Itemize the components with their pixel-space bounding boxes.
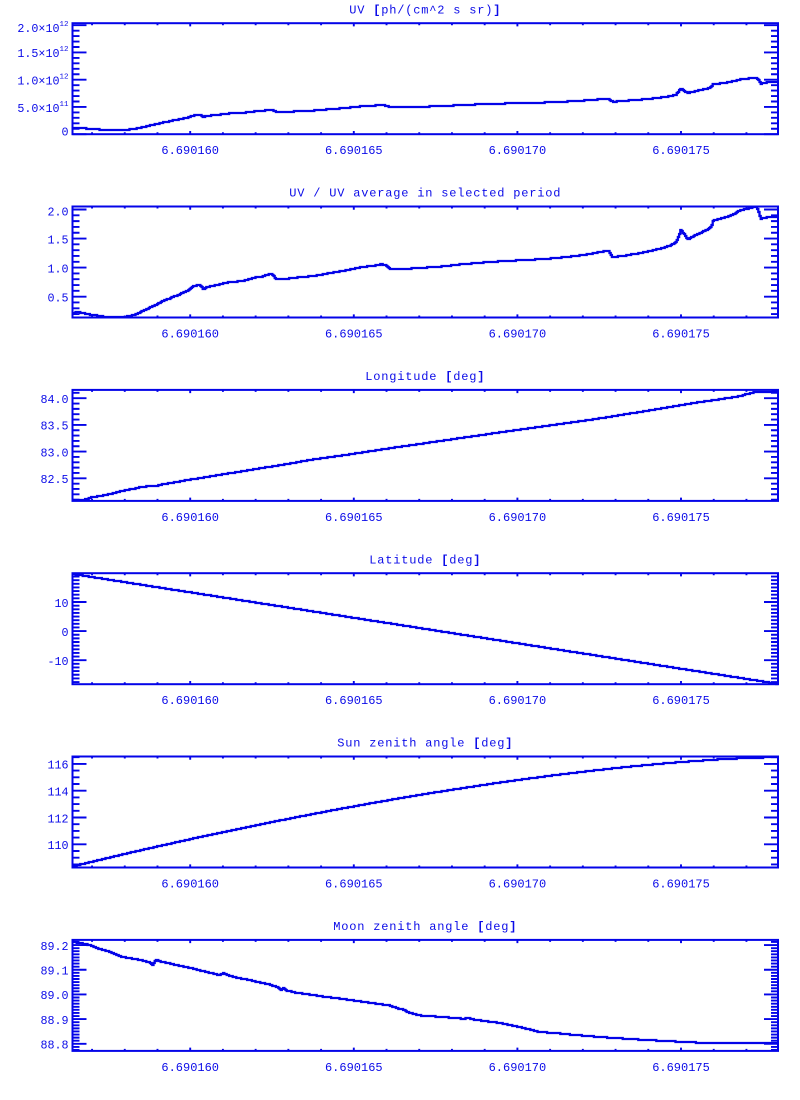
- svg-text:83.0: 83.0: [40, 446, 68, 460]
- svg-text:6.690170: 6.690170: [489, 878, 547, 892]
- svg-text:114: 114: [47, 786, 68, 800]
- svg-text:84.0: 84.0: [40, 393, 68, 407]
- svg-text:UV [ph/(cm^2 s sr)]: UV [ph/(cm^2 s sr)]: [349, 3, 501, 17]
- svg-text:0.5: 0.5: [47, 291, 68, 305]
- svg-text:6.690160: 6.690160: [161, 694, 219, 708]
- svg-text:89.2: 89.2: [40, 940, 68, 954]
- svg-text:1.0: 1.0: [47, 262, 68, 276]
- svg-text:Longitude [deg]: Longitude [deg]: [365, 370, 485, 384]
- svg-text:6.690175: 6.690175: [652, 694, 710, 708]
- svg-text:82.5: 82.5: [40, 473, 68, 487]
- svg-text:Latitude [deg]: Latitude [deg]: [369, 553, 481, 567]
- svg-text:2.0×1012: 2.0×1012: [17, 21, 68, 36]
- svg-text:6.690175: 6.690175: [652, 328, 710, 342]
- svg-text:6.690175: 6.690175: [652, 1061, 710, 1075]
- svg-text:6.690165: 6.690165: [325, 1061, 383, 1075]
- svg-text:6.690170: 6.690170: [489, 694, 547, 708]
- svg-text:2.0: 2.0: [47, 206, 68, 220]
- svg-text:10: 10: [54, 597, 68, 611]
- svg-text:116: 116: [47, 759, 68, 773]
- svg-text:0: 0: [61, 626, 68, 640]
- svg-text:1.5: 1.5: [47, 233, 68, 247]
- svg-text:88.8: 88.8: [40, 1039, 68, 1053]
- svg-text:5.0×1011: 5.0×1011: [17, 101, 69, 116]
- svg-text:6.690170: 6.690170: [489, 144, 547, 158]
- svg-text:6.690165: 6.690165: [325, 144, 383, 158]
- svg-text:-10: -10: [47, 655, 68, 669]
- svg-text:6.690170: 6.690170: [489, 511, 547, 525]
- svg-text:89.0: 89.0: [40, 989, 68, 1003]
- svg-text:6.690160: 6.690160: [161, 1061, 219, 1075]
- svg-text:83.5: 83.5: [40, 420, 68, 434]
- svg-text:88.9: 88.9: [40, 1014, 68, 1028]
- svg-text:89.1: 89.1: [40, 965, 68, 979]
- svg-text:Moon zenith angle [deg]: Moon zenith angle [deg]: [333, 920, 517, 934]
- svg-text:6.690160: 6.690160: [161, 144, 219, 158]
- svg-text:6.690165: 6.690165: [325, 511, 383, 525]
- svg-text:0: 0: [61, 126, 68, 140]
- svg-text:6.690175: 6.690175: [652, 144, 710, 158]
- svg-text:Sun zenith angle [deg]: Sun zenith angle [deg]: [337, 737, 513, 751]
- svg-text:6.690160: 6.690160: [161, 328, 219, 342]
- svg-text:6.690160: 6.690160: [161, 511, 219, 525]
- svg-text:110: 110: [47, 839, 68, 853]
- svg-text:6.690175: 6.690175: [652, 878, 710, 892]
- svg-text:UV / UV average in selected pe: UV / UV average in selected period: [289, 187, 561, 201]
- svg-text:6.690175: 6.690175: [652, 511, 710, 525]
- svg-text:1.0×1012: 1.0×1012: [17, 74, 68, 89]
- svg-text:6.690170: 6.690170: [489, 328, 547, 342]
- svg-text:6.690165: 6.690165: [325, 328, 383, 342]
- svg-text:1.5×1012: 1.5×1012: [17, 46, 68, 61]
- svg-text:6.690160: 6.690160: [161, 878, 219, 892]
- svg-text:112: 112: [47, 812, 68, 826]
- svg-text:6.690170: 6.690170: [489, 1061, 547, 1075]
- svg-text:6.690165: 6.690165: [325, 878, 383, 892]
- svg-text:6.690165: 6.690165: [325, 694, 383, 708]
